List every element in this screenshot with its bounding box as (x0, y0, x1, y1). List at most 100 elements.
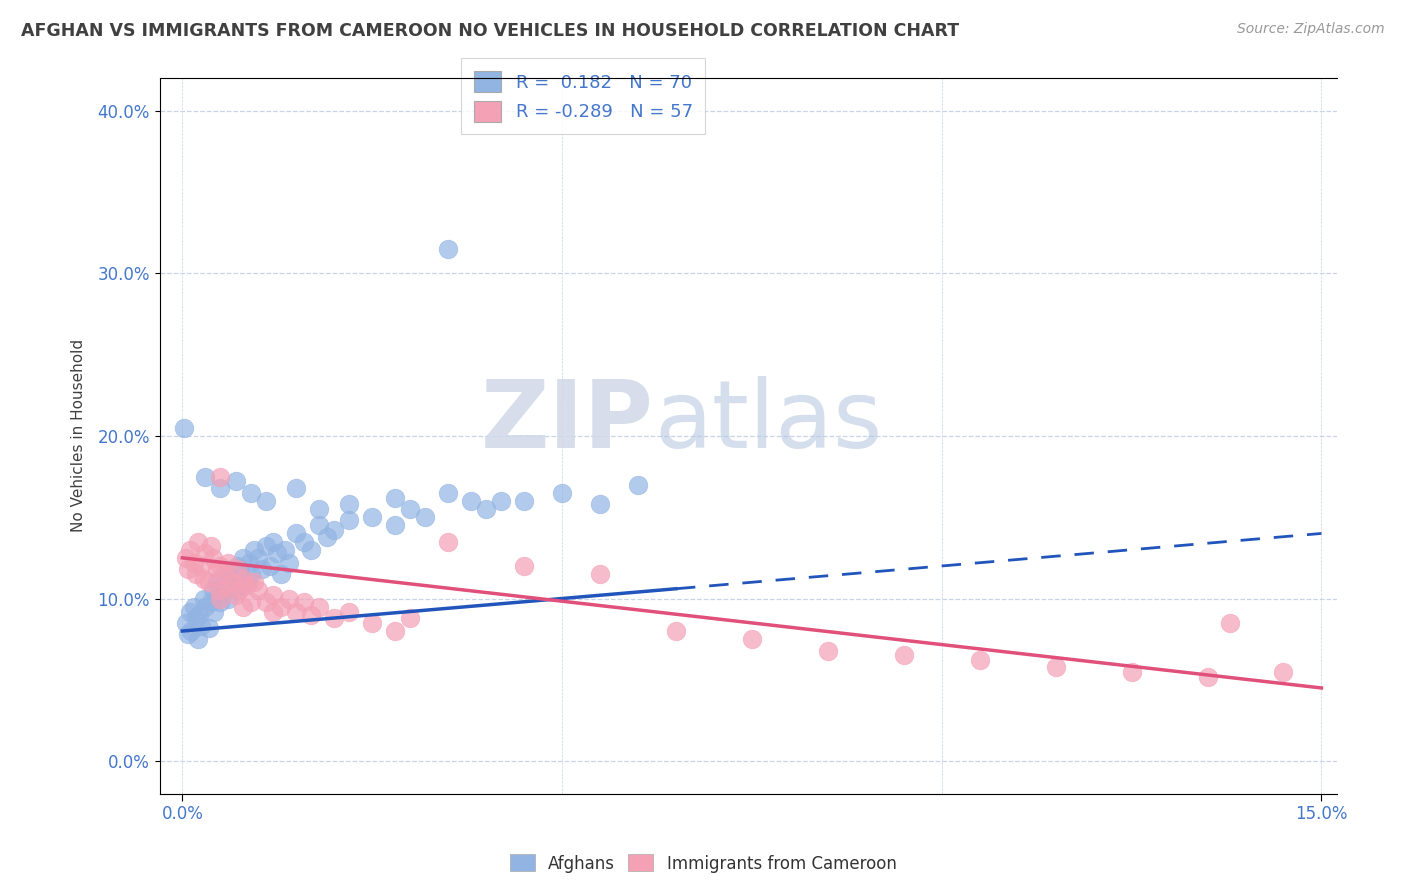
Point (238, 556, 260, 570)
Point (399, 611, 422, 625)
Point (969, 653, 991, 667)
Point (1045, 660, 1067, 674)
Point (183, 599, 205, 614)
Point (186, 632, 208, 647)
Point (209, 591, 232, 606)
Point (193, 591, 215, 606)
Point (250, 562, 273, 576)
Point (741, 632, 763, 647)
Point (239, 595, 262, 609)
Point (247, 550, 270, 565)
Y-axis label: No Vehicles in Household: No Vehicles in Household (72, 339, 86, 533)
Point (384, 624, 406, 638)
Text: AFGHAN VS IMMIGRANTS FROM CAMEROON NO VEHICLES IN HOUSEHOLD CORRELATION CHART: AFGHAN VS IMMIGRANTS FROM CAMEROON NO VE… (21, 22, 959, 40)
Point (193, 572, 215, 586)
Point (177, 562, 200, 576)
Point (232, 599, 254, 614)
Point (460, 494, 482, 508)
Point (205, 575, 228, 590)
Point (285, 526, 308, 541)
Point (665, 624, 688, 638)
Point (274, 542, 297, 557)
Point (301, 607, 323, 622)
Point (339, 513, 361, 527)
Point (247, 583, 270, 598)
Point (323, 523, 346, 537)
Point (437, 534, 460, 549)
Point (200, 595, 222, 609)
Point (209, 595, 232, 609)
Point (232, 572, 254, 586)
Point (225, 588, 247, 602)
Point (361, 615, 384, 630)
Point (184, 611, 207, 625)
Point (188, 607, 211, 622)
Point (232, 550, 254, 565)
Point (208, 583, 231, 598)
Point (292, 534, 315, 549)
Point (236, 575, 259, 590)
Point (201, 583, 224, 598)
Point (893, 648, 915, 663)
Point (308, 518, 330, 533)
Point (190, 619, 212, 633)
Point (243, 575, 266, 590)
Point (513, 494, 536, 508)
Point (209, 469, 232, 483)
Point (173, 421, 195, 435)
Legend: Afghans, Immigrants from Cameroon: Afghans, Immigrants from Cameroon (503, 847, 903, 880)
Point (437, 485, 460, 500)
Point (201, 550, 224, 565)
Point (263, 588, 285, 602)
Point (285, 605, 308, 619)
Point (184, 567, 207, 582)
Point (215, 567, 238, 582)
Point (254, 540, 277, 554)
Point (491, 494, 513, 508)
Point (194, 469, 217, 483)
Point (1272, 665, 1295, 679)
Point (190, 559, 212, 574)
Point (183, 556, 205, 570)
Point (243, 542, 266, 557)
Point (174, 550, 197, 565)
Point (339, 497, 361, 511)
Point (323, 611, 346, 625)
Point (277, 591, 299, 606)
Point (200, 540, 222, 554)
Point (239, 485, 262, 500)
Text: ZIP: ZIP (481, 376, 654, 467)
Point (627, 477, 650, 491)
Point (209, 481, 232, 495)
Point (194, 546, 217, 560)
Point (205, 562, 228, 576)
Point (212, 567, 235, 582)
Point (315, 530, 337, 544)
Point (186, 534, 208, 549)
Point (1121, 665, 1143, 679)
Text: atlas: atlas (654, 376, 882, 467)
Point (198, 575, 221, 590)
Point (285, 481, 308, 495)
Point (217, 591, 239, 606)
Point (202, 605, 225, 619)
Point (254, 595, 277, 609)
Point (212, 578, 235, 592)
Point (225, 583, 247, 598)
Point (215, 578, 238, 592)
Point (263, 605, 285, 619)
Point (231, 578, 253, 592)
Point (589, 497, 612, 511)
Point (194, 599, 217, 614)
Legend: R =  0.182   N = 70, R = -0.289   N = 57: R = 0.182 N = 70, R = -0.289 N = 57 (461, 59, 706, 135)
Point (225, 475, 247, 489)
Point (270, 599, 292, 614)
Point (513, 559, 536, 574)
Point (228, 583, 250, 598)
Point (266, 546, 288, 560)
Point (277, 556, 299, 570)
Point (259, 559, 281, 574)
Point (236, 578, 259, 592)
Point (174, 615, 197, 630)
Point (475, 502, 498, 516)
